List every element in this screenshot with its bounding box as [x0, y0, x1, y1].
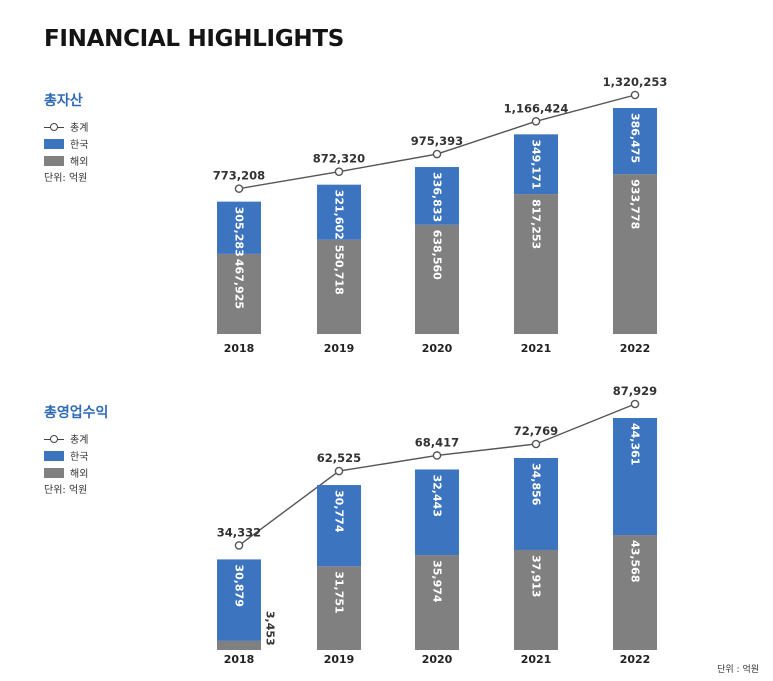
label-overseas-2020: 638,560	[431, 230, 444, 280]
bar-korea-2022	[613, 108, 657, 175]
legend-label-overseas: 해외	[70, 469, 89, 480]
legend-item-overseas: 해외	[44, 152, 88, 169]
legend-item-total: 총계	[44, 430, 88, 447]
label-korea-2021: 349,171	[530, 139, 543, 189]
bar-korea-2018	[217, 559, 261, 641]
total-marker-2021	[531, 117, 541, 126]
legend-operating-revenue: 총계 한국 해외 단위: 억원	[44, 430, 88, 496]
legend-label-overseas: 해외	[70, 157, 89, 168]
page-title: FINANCIAL HIGHLIGHTS	[44, 26, 344, 52]
total-label-2020: 975,393	[411, 134, 463, 148]
total-label-2022: 87,929	[613, 384, 657, 398]
x-tick-2019: 2019	[324, 653, 355, 666]
legend-label-total: 총계	[70, 123, 89, 134]
total-marker-2019	[334, 466, 344, 476]
legend-item-total: 총계	[44, 118, 88, 135]
label-overseas-2018: 3,453	[264, 611, 277, 646]
bar-overseas-2020	[415, 555, 459, 650]
label-overseas-2018: 467,925	[233, 259, 246, 309]
label-overseas-2021: 37,913	[530, 555, 543, 597]
bar-overseas-2022	[613, 535, 657, 650]
total-label-2019: 62,525	[317, 451, 361, 465]
bar-overseas-2021	[514, 549, 558, 650]
total-label-2022: 1,320,253	[603, 75, 668, 89]
label-korea-2018: 30,879	[233, 564, 246, 606]
total-marker-2022	[630, 90, 640, 100]
bar-overseas-2018	[217, 253, 261, 334]
legend-item-korea: 한국	[44, 447, 88, 464]
total-marker-2021	[531, 439, 541, 449]
bar-overseas-2019	[317, 239, 361, 334]
bar-korea-2020	[415, 469, 459, 556]
section-title-operating-revenue: 총영업수익	[44, 405, 109, 421]
x-tick-2019: 2019	[324, 342, 355, 355]
x-tick-2018: 2018	[224, 342, 255, 355]
label-korea-2022: 386,475	[629, 113, 642, 163]
line-marker-icon	[44, 434, 64, 444]
label-korea-2019: 321,602	[333, 190, 346, 240]
total-label-2021: 72,769	[514, 424, 558, 438]
legend-total-assets: 총계 한국 해외 단위: 억원	[44, 118, 88, 184]
label-overseas-2021: 817,253	[530, 199, 543, 249]
label-korea-2019: 30,774	[333, 490, 346, 533]
label-overseas-2022: 43,568	[629, 540, 642, 582]
bottom-unit-label: 단위 : 억원	[717, 665, 759, 675]
korea-swatch	[44, 450, 64, 461]
total-label-2019: 872,320	[313, 152, 365, 166]
bar-overseas-2021	[514, 194, 558, 334]
label-korea-2021: 34,856	[530, 463, 543, 506]
total-assets-chart: 467,925 305,283 773,208 2018 550,718 321,602 8…	[213, 75, 668, 355]
x-tick-2020: 2020	[422, 342, 453, 355]
legend-label-total: 총계	[70, 435, 89, 446]
line-marker-icon	[44, 122, 64, 132]
label-overseas-2020: 35,974	[431, 560, 444, 603]
overseas-swatch	[44, 467, 64, 478]
total-marker-2018	[234, 184, 244, 193]
bar-overseas-2020	[415, 224, 459, 334]
total-label-2021: 1,166,424	[504, 101, 569, 115]
total-marker-2020	[432, 149, 442, 159]
total-marker-2018	[234, 541, 244, 550]
bar-korea-2021	[514, 457, 558, 550]
bar-overseas-2019	[317, 566, 361, 650]
label-korea-2018: 305,283	[233, 207, 246, 257]
legend-label-korea: 한국	[70, 140, 89, 151]
label-overseas-2022: 933,778	[629, 179, 642, 229]
bar-korea-2018	[217, 201, 261, 254]
label-overseas-2019: 550,718	[333, 245, 346, 295]
total-label-2020: 68,417	[415, 435, 459, 449]
label-korea-2020: 336,833	[431, 172, 444, 222]
total-marker-2020	[432, 451, 442, 460]
label-korea-2020: 32,443	[431, 474, 444, 516]
total-label-2018: 773,208	[213, 169, 265, 183]
legend-label-korea: 한국	[70, 452, 89, 463]
x-tick-2020: 2020	[422, 653, 453, 666]
unit-label: 단위: 억원	[44, 173, 88, 184]
bar-overseas-2018	[217, 640, 261, 650]
total-marker-2022	[630, 399, 640, 409]
bar-korea-2021	[514, 134, 558, 195]
label-korea-2022: 44,361	[629, 423, 642, 465]
section-title-total-assets: 총자산	[44, 93, 83, 109]
total-label-2018: 34,332	[217, 525, 261, 539]
bar-korea-2022	[613, 418, 657, 536]
operating-revenue-chart: 3,453 30,879 34,332 2018 31,751 30,774 62,525 2…	[217, 384, 657, 666]
total-marker-2019	[334, 167, 344, 176]
x-tick-2022: 2022	[620, 342, 651, 355]
korea-swatch	[44, 138, 64, 149]
x-tick-2021: 2021	[521, 653, 552, 666]
legend-item-korea: 한국	[44, 135, 88, 152]
bar-korea-2019	[317, 184, 361, 240]
bar-korea-2020	[415, 167, 459, 225]
label-overseas-2019: 31,751	[333, 571, 346, 613]
overseas-swatch	[44, 155, 64, 166]
x-tick-2021: 2021	[521, 342, 552, 355]
unit-label: 단위: 억원	[44, 485, 88, 496]
bar-overseas-2022	[613, 174, 657, 334]
bar-korea-2019	[317, 485, 361, 567]
x-tick-2022: 2022	[620, 653, 651, 666]
legend-item-overseas: 해외	[44, 464, 88, 481]
x-tick-2018: 2018	[224, 653, 255, 666]
